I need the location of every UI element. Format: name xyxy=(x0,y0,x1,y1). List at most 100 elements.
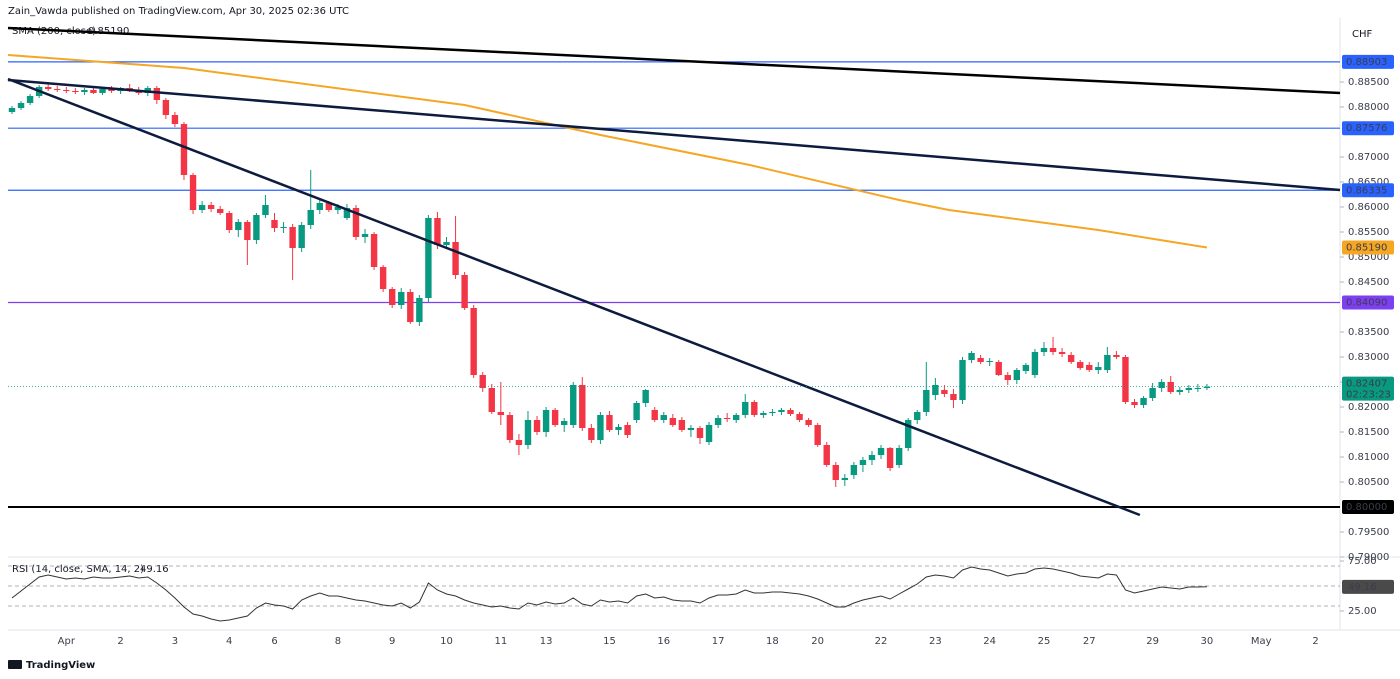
header: Zain_Vawda published on TradingView.com,… xyxy=(8,6,349,17)
candle-body xyxy=(198,205,206,210)
x-tick-label: 2 xyxy=(1312,636,1318,647)
candle-body xyxy=(81,90,88,92)
current-price-label: 0.82407 xyxy=(1346,379,1387,390)
candle-body xyxy=(1040,348,1048,352)
candle-body xyxy=(651,410,658,420)
candle-body xyxy=(624,425,631,435)
candle-body xyxy=(533,420,541,432)
candle-body xyxy=(153,88,161,100)
candle-body xyxy=(162,100,170,115)
price-level-label: 0.88903 xyxy=(1346,57,1387,68)
sma-line xyxy=(7,54,1208,249)
x-tick-label: May xyxy=(1251,636,1272,647)
x-tick-label: 3 xyxy=(172,636,178,647)
y-tick-label: 0.87000 xyxy=(1348,152,1389,163)
price-level-label: 0.84090 xyxy=(1346,298,1387,309)
candle-body xyxy=(63,90,70,91)
plot-area xyxy=(7,26,1341,622)
candle-body xyxy=(705,425,713,442)
y-tick-label: 0.83000 xyxy=(1348,352,1389,363)
candle-body xyxy=(923,390,930,412)
sma-tag-label: 0.85190 xyxy=(1346,243,1387,254)
candle-body xyxy=(1086,365,1093,370)
price-level-label: 0.87576 xyxy=(1346,123,1387,134)
candle-body xyxy=(823,445,830,465)
price-level-tag xyxy=(1342,121,1394,136)
candle-body xyxy=(914,412,921,420)
brand-logo: TradingView xyxy=(8,660,95,671)
x-tick-label: 22 xyxy=(875,636,888,647)
sma-tag xyxy=(1342,240,1394,255)
candle-body xyxy=(778,410,785,412)
candle-body xyxy=(1131,402,1138,405)
candle-body xyxy=(226,213,233,230)
y-tick-label: 0.81000 xyxy=(1348,452,1389,463)
candle-body xyxy=(642,390,649,403)
candle-body xyxy=(479,375,486,388)
x-tick-label: 17 xyxy=(712,636,725,647)
candle-body xyxy=(950,394,957,400)
candle-body xyxy=(44,87,52,89)
candle-body xyxy=(877,448,885,455)
candle-body xyxy=(1167,382,1174,392)
candle-body xyxy=(1140,398,1147,405)
candle-body xyxy=(216,209,224,213)
candle-body xyxy=(959,360,966,400)
candle-body xyxy=(859,460,867,465)
candle-body xyxy=(660,415,667,420)
y-tick-label: 0.88500 xyxy=(1348,77,1389,88)
price-level-tag xyxy=(1342,500,1394,514)
x-tick-label: 15 xyxy=(603,636,616,647)
candle-body xyxy=(542,410,550,432)
candle-body xyxy=(271,220,278,228)
y-tick-label: 0.79000 xyxy=(1348,552,1389,563)
rsi-legend-value: 49.16 xyxy=(140,564,169,575)
candle-body xyxy=(379,267,387,289)
candle-body xyxy=(687,428,695,430)
x-tick-label: 20 xyxy=(811,636,824,647)
candle-body xyxy=(1095,367,1102,370)
candle-body xyxy=(742,402,749,415)
candle-body xyxy=(461,275,468,308)
candle-body xyxy=(669,418,677,425)
candle-body xyxy=(443,242,450,245)
rsi-tag xyxy=(1342,579,1394,594)
candle-body xyxy=(551,410,559,425)
axis: 0.88500 0.88000 0.87000 0.86500 0.86000 0.855… xyxy=(58,54,1394,647)
candle-body xyxy=(751,402,758,415)
sma-legend: SMA (200, close) xyxy=(12,26,96,37)
candle-body xyxy=(352,208,360,237)
candle-body xyxy=(1067,355,1075,362)
candle-body xyxy=(1194,388,1202,389)
candle-body xyxy=(932,385,939,395)
y-tick-label: 0.81500 xyxy=(1348,427,1389,438)
x-tick-label: 9 xyxy=(389,636,395,647)
logo-mark xyxy=(8,660,22,669)
x-tick-label: 2 xyxy=(117,636,123,647)
candle-body xyxy=(886,448,894,468)
candle-body xyxy=(180,124,188,175)
candle-body xyxy=(452,242,459,275)
price-level-label: 0.86335 xyxy=(1346,185,1387,196)
x-tick-label: 18 xyxy=(766,636,779,647)
candle-body xyxy=(606,415,613,430)
x-tick-label: 25 xyxy=(1038,636,1051,647)
current-price-tag xyxy=(1342,376,1394,401)
brand: TradingView xyxy=(26,660,95,671)
candle-body xyxy=(895,448,903,465)
candle-body xyxy=(1122,357,1129,402)
candle-body xyxy=(968,353,975,360)
candle-body xyxy=(850,465,858,475)
candle-body xyxy=(570,385,577,425)
candle-body xyxy=(334,207,342,210)
rsi-tag-label: 49.16 xyxy=(1348,582,1377,593)
candle-body xyxy=(280,227,287,228)
candle-body xyxy=(1049,348,1057,352)
candle-body xyxy=(325,203,333,210)
candle-body xyxy=(370,234,378,267)
candle-body xyxy=(841,478,849,480)
candle-body xyxy=(579,385,586,428)
candle-body xyxy=(434,218,441,245)
candle-body xyxy=(1149,388,1156,398)
